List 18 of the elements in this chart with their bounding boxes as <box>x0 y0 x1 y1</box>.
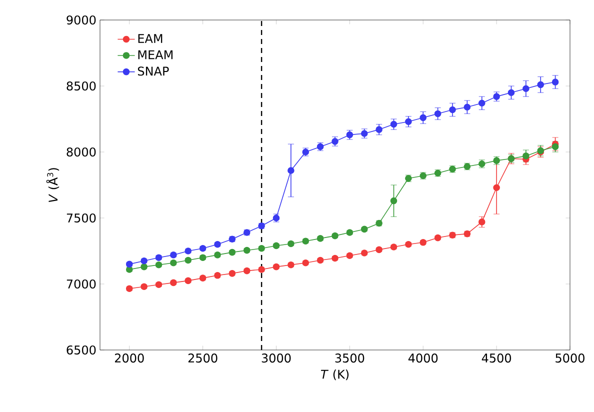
x-tick-label: 4500 <box>482 354 512 363</box>
x-tick-label: 2500 <box>188 354 218 363</box>
y-tick-label: 8500 <box>66 81 96 91</box>
y-tick-label: 9000 <box>66 15 96 25</box>
x-axis-title: T (K) <box>320 369 349 380</box>
x-tick-label: 4000 <box>408 354 438 363</box>
legend-label: SNAP <box>138 66 169 76</box>
legend-label: MEAM <box>138 50 172 60</box>
x-tick-label: 2000 <box>114 354 144 363</box>
y-tick-label: 8000 <box>66 147 96 157</box>
y-tick-label: 7500 <box>66 213 96 223</box>
y-tick-label: 7000 <box>66 279 96 289</box>
legend-label: EAM <box>138 34 162 43</box>
y-tick-label: 6500 <box>66 345 96 355</box>
x-tick-label: 5000 <box>556 354 584 363</box>
x-tick-label: 3000 <box>262 354 291 363</box>
y-axis-title: V (Å$^{3}$) <box>46 168 60 202</box>
x-tick-label: 3500 <box>335 354 364 363</box>
